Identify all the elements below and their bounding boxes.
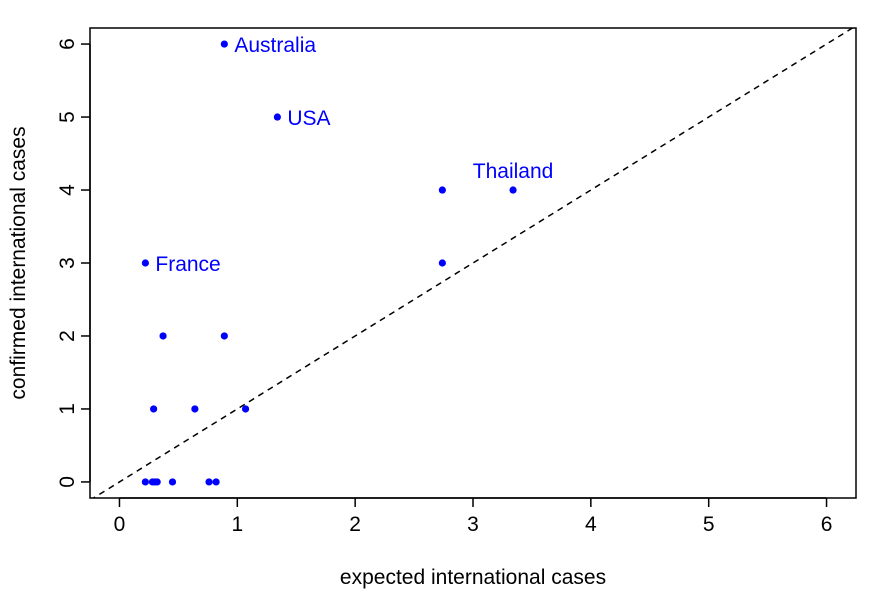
data-point bbox=[438, 186, 446, 194]
data-point bbox=[168, 478, 177, 486]
data-point bbox=[241, 405, 250, 413]
y-tick-label: 0 bbox=[56, 476, 79, 488]
reference-line bbox=[92, 28, 854, 498]
y-tick-label: 4 bbox=[56, 184, 79, 196]
data-points-layer bbox=[141, 40, 517, 486]
x-tick-label: 1 bbox=[231, 513, 243, 536]
x-tick-label: 4 bbox=[585, 513, 597, 536]
data-point bbox=[273, 113, 281, 121]
data-point bbox=[220, 40, 228, 48]
y-tick-label: 3 bbox=[56, 257, 79, 269]
x-tick-label: 2 bbox=[349, 513, 361, 536]
x-axis-title: expected international cases bbox=[340, 566, 606, 589]
y-axis-title: confirmed international cases bbox=[7, 126, 30, 399]
data-point bbox=[141, 478, 149, 486]
data-point bbox=[509, 186, 517, 194]
data-point bbox=[438, 259, 446, 267]
data-point bbox=[205, 478, 213, 486]
data-point bbox=[153, 478, 161, 486]
data-point bbox=[212, 478, 220, 486]
data-point bbox=[141, 259, 149, 267]
point-label: Thailand bbox=[473, 160, 554, 183]
x-tick-label: 6 bbox=[821, 513, 833, 536]
y-tick-label: 1 bbox=[56, 403, 79, 415]
x-tick-label: 5 bbox=[703, 513, 715, 536]
y-tick-label: 2 bbox=[56, 330, 79, 342]
point-label: Australia bbox=[234, 34, 316, 57]
y-tick-label: 5 bbox=[56, 111, 79, 123]
x-tick-label: 0 bbox=[114, 513, 126, 536]
x-tick-label: 3 bbox=[467, 513, 479, 536]
y-axis: 0 1 2 3 4 5 6 bbox=[56, 38, 91, 488]
data-point bbox=[191, 405, 199, 413]
point-label: USA bbox=[287, 107, 330, 130]
reference-line-layer bbox=[92, 28, 854, 498]
data-point bbox=[150, 405, 158, 413]
data-point bbox=[159, 332, 167, 340]
point-label: France bbox=[155, 253, 220, 276]
x-axis: 0 1 2 3 4 5 6 bbox=[114, 497, 833, 536]
point-labels-layer: Australia USA Thailand France bbox=[155, 34, 553, 276]
y-tick-label: 6 bbox=[56, 38, 79, 50]
data-point bbox=[220, 332, 228, 340]
